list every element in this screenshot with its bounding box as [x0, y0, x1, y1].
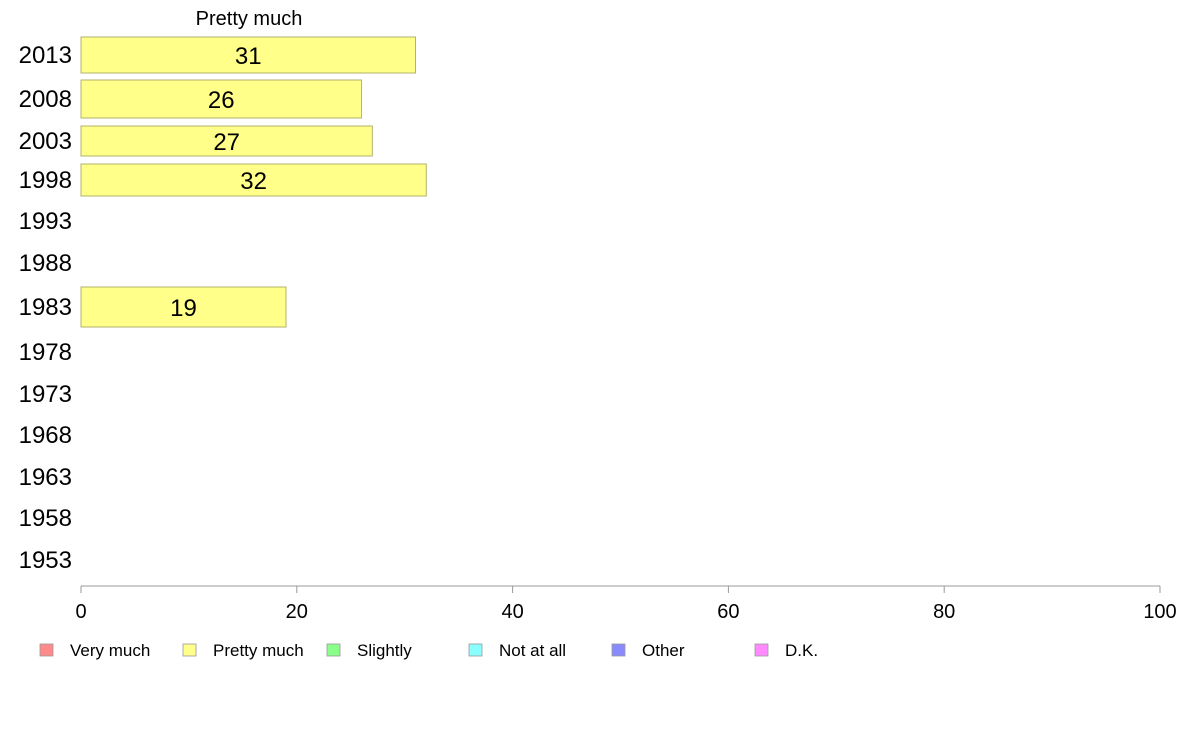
year-label-2008: 2008 — [19, 86, 72, 113]
year-label-1973: 1973 — [19, 381, 72, 408]
x-tick-label-80: 80 — [933, 601, 955, 623]
legend-swatch-slightly — [326, 643, 341, 657]
x-tick-label-0: 0 — [75, 601, 86, 623]
legend-label-not-at-all: Not at all — [499, 641, 566, 660]
x-tick-label-20: 20 — [286, 601, 308, 623]
bar-value-1983: 19 — [170, 295, 197, 322]
year-label-1968: 1968 — [19, 422, 72, 449]
year-label-2013: 2013 — [19, 42, 72, 69]
bar-2003 — [80, 125, 373, 157]
year-label-1978: 1978 — [19, 339, 72, 366]
bar-2008 — [80, 79, 363, 119]
year-label-1958: 1958 — [19, 505, 72, 532]
x-tick-label-60: 60 — [717, 601, 739, 623]
bar-value-2003: 27 — [213, 129, 240, 156]
legend-label-slightly: Slightly — [357, 641, 412, 660]
bar-value-1998: 32 — [240, 168, 267, 195]
x-axis: 0 20 40 60 80 100 — [75, 585, 1177, 623]
year-label-1963: 1963 — [19, 464, 72, 491]
bar-2013 — [80, 36, 416, 74]
x-tick-label-100: 100 — [1143, 601, 1176, 623]
x-tick-label-40: 40 — [501, 601, 523, 623]
legend: Very much Pretty much Slightly Not at all Ot… — [39, 641, 818, 660]
bar-value-2013: 31 — [235, 43, 262, 70]
legend-label-d-k: D.K. — [785, 641, 818, 660]
legend-swatch-very-much — [39, 643, 54, 657]
year-label-1988: 1988 — [19, 250, 72, 277]
legend-swatch-not-at-all — [468, 643, 483, 657]
legend-swatch-d-k — [754, 643, 769, 657]
legend-label-very-much: Very much — [70, 641, 150, 660]
legend-swatch-other — [611, 643, 626, 657]
year-label-1998: 1998 — [19, 167, 72, 194]
bar-value-2008: 26 — [208, 87, 235, 114]
year-label-1983: 1983 — [19, 294, 72, 321]
legend-swatch-pretty-much — [182, 643, 197, 657]
year-label-1953: 1953 — [19, 547, 72, 574]
bar-1998 — [80, 163, 427, 197]
legend-label-other: Other — [642, 641, 685, 660]
bar-1983 — [80, 286, 287, 328]
chart-title: Pretty much — [196, 8, 303, 30]
year-label-1993: 1993 — [19, 208, 72, 235]
year-label-2003: 2003 — [19, 128, 72, 155]
year-labels-group: 2013 2008 2003 1998 1993 1988 1983 1978 1973 1968… — [19, 42, 72, 574]
legend-label-pretty-much: Pretty much — [213, 641, 304, 660]
